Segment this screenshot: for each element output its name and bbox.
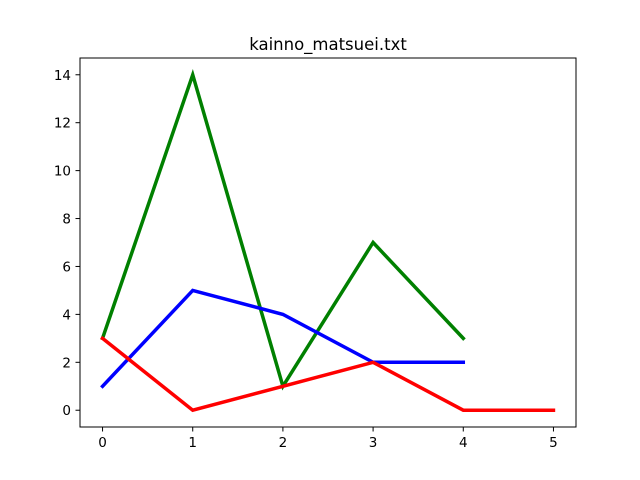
- x-tick-label: 4: [459, 435, 468, 451]
- x-tick-label: 3: [369, 435, 378, 451]
- y-tick-label: 14: [54, 68, 71, 84]
- x-tick-label: 1: [188, 435, 197, 451]
- y-tick-label: 6: [62, 259, 71, 275]
- chart-title: kainno_matsuei.txt: [249, 35, 407, 55]
- y-tick-label: 0: [62, 403, 71, 419]
- y-tick-label: 4: [62, 307, 71, 323]
- x-tick-label: 0: [98, 435, 107, 451]
- plot-frame: [79, 57, 577, 428]
- y-tick-label: 12: [54, 116, 71, 132]
- series-line-3: [100, 335, 556, 413]
- y-tick-label: 2: [62, 355, 71, 371]
- series-layer: [100, 68, 556, 413]
- series-line-2: [100, 288, 466, 389]
- x-tick-label: 5: [549, 435, 558, 451]
- x-tick-label: 2: [279, 435, 288, 451]
- y-tick-label: 10: [54, 164, 71, 180]
- y-tick-label: 8: [62, 212, 71, 228]
